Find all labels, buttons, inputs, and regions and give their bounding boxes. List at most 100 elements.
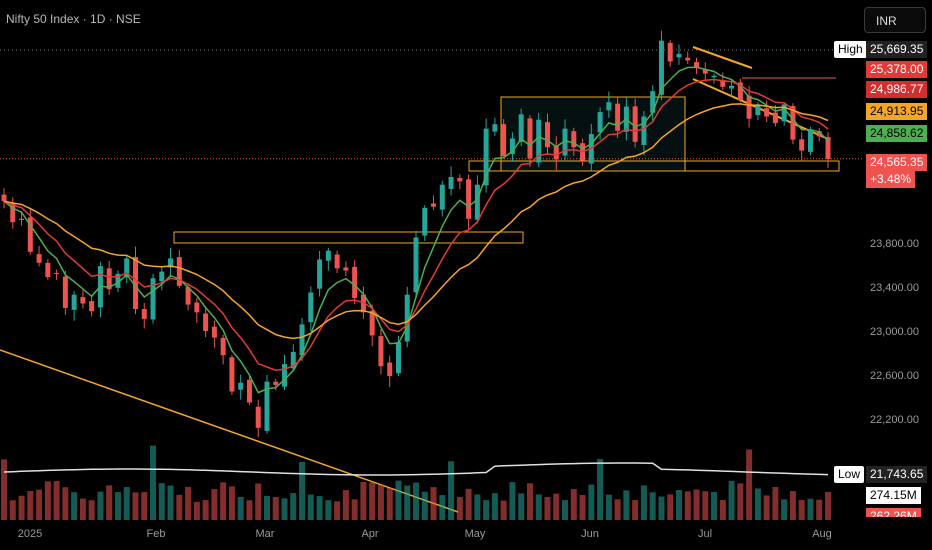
- volume-bar: [649, 492, 656, 520]
- candle-body: [334, 254, 340, 269]
- volume-bar: [360, 482, 367, 520]
- low-value-label: 21,743.65: [866, 466, 928, 483]
- volume-bar: [334, 501, 341, 520]
- volume-bar: [597, 459, 604, 520]
- candle-body: [694, 62, 700, 67]
- volume-bar: [746, 449, 753, 520]
- volume-bar: [88, 500, 95, 520]
- candle-body: [544, 122, 550, 148]
- candle-body: [448, 177, 454, 189]
- ema-fast-line: [3, 66, 829, 394]
- candle-body: [457, 177, 463, 182]
- volume-bar: [772, 487, 779, 520]
- candle-body: [124, 258, 130, 278]
- candle-body: [317, 259, 323, 289]
- candle-body: [799, 139, 805, 151]
- candle-body: [553, 146, 559, 160]
- candle-body: [299, 324, 305, 356]
- last-change-label: +3.48%: [866, 171, 916, 188]
- volume-bar: [202, 500, 209, 520]
- volume-bar: [623, 490, 630, 520]
- high-tag: High: [834, 41, 867, 58]
- volume-bar: [825, 491, 831, 520]
- volume-bar: [1, 459, 7, 520]
- volume-bar: [307, 494, 314, 520]
- volume-bar: [114, 492, 121, 520]
- volume-bar: [27, 491, 34, 520]
- candle-body: [413, 237, 419, 293]
- x-tick-label: 2025: [18, 528, 42, 540]
- candle-body: [807, 129, 813, 152]
- channel-upper: [692, 46, 753, 69]
- volume-bar: [211, 489, 218, 520]
- candle-body: [439, 184, 445, 210]
- volume-bar: [614, 499, 621, 520]
- y-tick-label: 23,400.00: [870, 282, 919, 294]
- currency-button[interactable]: INR: [864, 7, 926, 33]
- volume-ma-line: [3, 462, 829, 476]
- candle-body: [632, 106, 638, 142]
- volume-bar: [237, 496, 244, 520]
- candle-body: [483, 128, 489, 186]
- volume-bar: [263, 495, 270, 520]
- candle-body: [159, 271, 165, 282]
- volume-bar: [562, 500, 569, 520]
- volume-bar: [798, 500, 805, 520]
- volume-bar: [53, 480, 60, 520]
- candle-body: [606, 102, 612, 111]
- volume-bar: [141, 492, 148, 520]
- volume-bar: [158, 483, 165, 520]
- volume-bar: [185, 486, 192, 520]
- volume-bar: [62, 487, 69, 520]
- candle-body: [501, 124, 507, 157]
- candle-body: [720, 80, 726, 87]
- candle-body: [27, 217, 33, 252]
- volume-bar: [640, 485, 647, 520]
- volume-bar: [395, 480, 402, 520]
- candle-body: [641, 116, 647, 145]
- candle-body: [62, 276, 68, 308]
- volume-bar: [684, 491, 691, 520]
- volume-bar: [71, 492, 78, 520]
- candle-body: [746, 95, 752, 119]
- candle-body: [343, 267, 349, 271]
- volume-bar: [544, 496, 551, 520]
- support-box: [468, 160, 840, 172]
- volume-bar: [632, 500, 639, 520]
- candle-body: [150, 278, 156, 320]
- ema-red-value-label: 25,378.00: [866, 61, 928, 78]
- x-tick-label: Aug: [812, 528, 832, 540]
- volume-bar: [448, 461, 455, 520]
- candle-body: [615, 103, 621, 131]
- volume-bar: [728, 480, 735, 520]
- volume-bar: [693, 489, 700, 520]
- volume-bar: [579, 494, 586, 520]
- candle-body: [89, 301, 95, 312]
- candle-body: [650, 91, 656, 113]
- candle-body: [229, 357, 235, 392]
- volume-bar: [167, 485, 174, 520]
- volume-bar: [290, 493, 297, 520]
- volume-bar: [351, 499, 358, 520]
- volume-bar: [386, 488, 393, 520]
- candle-body: [203, 313, 209, 331]
- volume-bar: [220, 482, 227, 520]
- volume-bar: [737, 483, 744, 520]
- x-tick-label: Apr: [361, 528, 378, 540]
- candle-body: [781, 104, 787, 122]
- candle-body: [273, 381, 279, 385]
- candle-body: [755, 104, 761, 116]
- candle-body: [474, 184, 480, 220]
- candle-body: [71, 294, 77, 310]
- x-tick-label: May: [465, 528, 486, 540]
- candle-body: [238, 382, 244, 390]
- volume-bar: [456, 496, 463, 520]
- candle-body: [115, 273, 121, 288]
- candle-body: [764, 108, 770, 117]
- volume-ma-value-label: 262.26M: [866, 508, 921, 517]
- candle-body: [264, 381, 270, 431]
- y-tick-label: 22,600.00: [870, 370, 919, 382]
- volume-bar: [474, 494, 481, 520]
- candle-body: [395, 342, 401, 374]
